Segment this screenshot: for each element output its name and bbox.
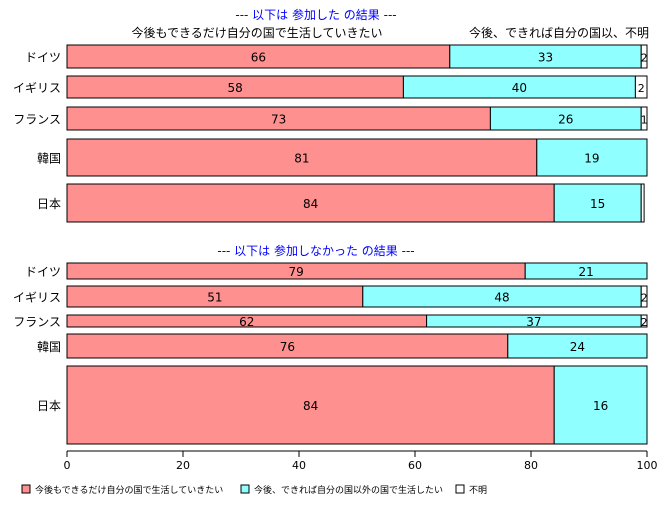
category-label: 日本 bbox=[37, 197, 61, 211]
bar-value-label: 40 bbox=[512, 81, 527, 95]
x-tick-label: 100 bbox=[637, 459, 658, 472]
bar-value-label: 33 bbox=[538, 51, 553, 65]
bar-segment bbox=[507, 333, 648, 359]
bar-segment bbox=[524, 262, 648, 280]
bar-segment bbox=[640, 106, 648, 131]
bar-value-label: 51 bbox=[207, 291, 222, 305]
bar-value-label: 79 bbox=[288, 265, 303, 279]
bar-segment bbox=[553, 365, 648, 445]
bar-value-label: 2 bbox=[641, 52, 648, 65]
bar-value-label: 62 bbox=[239, 315, 254, 329]
bar-value-label: 84 bbox=[303, 197, 318, 211]
bar-segment bbox=[640, 314, 648, 328]
x-tick-label: 40 bbox=[292, 459, 306, 472]
bar-segment bbox=[536, 138, 648, 177]
category-label: イギリス bbox=[13, 81, 61, 95]
category-label: イギリス bbox=[13, 291, 61, 305]
bar-value-label: 2 bbox=[641, 292, 648, 305]
bar-value-label: 76 bbox=[280, 340, 295, 354]
bar-value-label: 81 bbox=[294, 152, 309, 166]
section-title-participated: --- 以下は 参加した の結果 --- bbox=[235, 7, 396, 22]
legend-label: 不明 bbox=[469, 485, 487, 496]
bar-value-label: 19 bbox=[584, 152, 599, 166]
bars-layer: ドイツ 66 33 2 イギリス 58 40 2 フランス 73 26 1 韓国 81 19 日本 84 15 ドイ… bbox=[13, 44, 648, 445]
bar-segment bbox=[640, 183, 645, 223]
bar-value-label: 73 bbox=[271, 113, 286, 127]
bar-value-label: 2 bbox=[638, 82, 645, 95]
legend-swatch bbox=[455, 484, 465, 494]
x-tick-label: 20 bbox=[176, 459, 190, 472]
column-header-abroad: 今後、できれば自分の国以、不明 bbox=[469, 25, 649, 40]
bar-value-label: 15 bbox=[590, 197, 605, 211]
category-label: フランス bbox=[13, 315, 61, 329]
bar-value-label: 21 bbox=[578, 265, 593, 279]
x-tick-label: 80 bbox=[524, 459, 538, 472]
legend-swatch bbox=[240, 484, 250, 494]
bar-segment bbox=[640, 285, 648, 308]
category-label: ドイツ bbox=[25, 51, 61, 65]
bar-value-label: 24 bbox=[570, 340, 585, 354]
bar-segment bbox=[66, 138, 538, 177]
x-tick-label: 60 bbox=[408, 459, 422, 472]
bar-value-label: 66 bbox=[251, 51, 266, 65]
column-header-keep: 今後もできるだけ自分の国で生活していきたい bbox=[132, 25, 383, 40]
bar-value-label: 58 bbox=[228, 81, 243, 95]
bar-segment bbox=[66, 183, 555, 223]
bar-value-label: 84 bbox=[303, 399, 318, 413]
bar-value-label: 16 bbox=[593, 399, 608, 413]
category-label: 日本 bbox=[37, 399, 61, 413]
bar-segment bbox=[66, 365, 555, 445]
category-label: ドイツ bbox=[25, 265, 61, 279]
bar-segment bbox=[634, 75, 648, 99]
legend: 今後もできるだけ自分の国で生活していきたい 今後、できれば自分の国以外の国で生活し… bbox=[21, 484, 487, 496]
bar-value-label: 1 bbox=[641, 114, 648, 127]
bar-segment bbox=[640, 44, 648, 69]
category-label: フランス bbox=[13, 113, 61, 127]
x-axis: 0 20 40 60 80 100 bbox=[64, 450, 658, 472]
bar-value-label: 37 bbox=[526, 315, 541, 329]
x-tick-label: 0 bbox=[64, 459, 71, 472]
bar-segment bbox=[553, 183, 642, 223]
legend-label: 今後、できれば自分の国以外の国で生活したい bbox=[254, 484, 443, 496]
bar-value-label: 26 bbox=[558, 113, 573, 127]
legend-label: 今後もできるだけ自分の国で生活していきたい bbox=[35, 484, 223, 496]
section-title-not-participated: --- 以下は 参加しなかった の結果 --- bbox=[217, 243, 414, 258]
bar-value-label: 2 bbox=[641, 316, 648, 329]
category-label: 韓国 bbox=[37, 152, 61, 166]
legend-swatch bbox=[21, 484, 31, 494]
category-label: 韓国 bbox=[37, 340, 61, 354]
bar-value-label: 48 bbox=[494, 291, 509, 305]
bar-segment bbox=[66, 333, 509, 359]
